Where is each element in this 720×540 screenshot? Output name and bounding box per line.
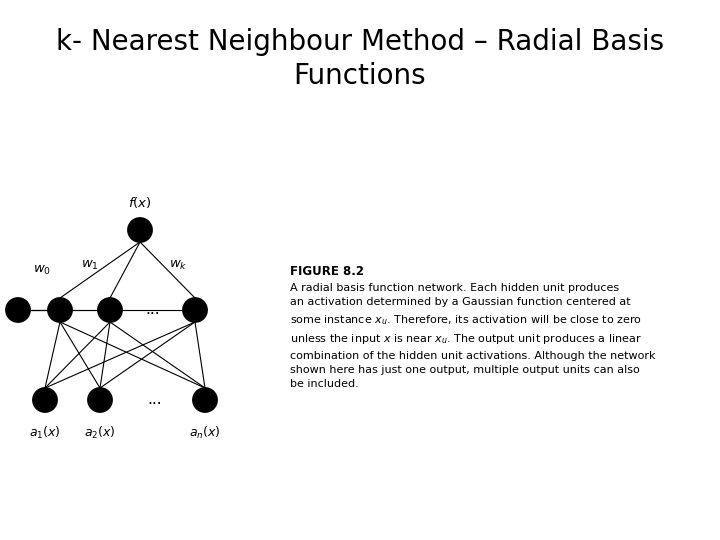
Circle shape — [98, 298, 122, 322]
Text: 1: 1 — [14, 303, 22, 316]
Circle shape — [6, 298, 30, 322]
Text: ...: ... — [148, 393, 162, 408]
Circle shape — [88, 388, 112, 412]
Text: $a_n(x)$: $a_n(x)$ — [189, 425, 221, 441]
Circle shape — [193, 388, 217, 412]
Circle shape — [183, 298, 207, 322]
Text: $a_2(x)$: $a_2(x)$ — [84, 425, 116, 441]
Text: FIGURE 8.2: FIGURE 8.2 — [290, 265, 364, 278]
Text: ...: ... — [145, 302, 161, 318]
Circle shape — [33, 388, 57, 412]
Text: $w_1$: $w_1$ — [81, 259, 99, 272]
Text: $a_1(x)$: $a_1(x)$ — [30, 425, 60, 441]
Text: A radial basis function network. Each hidden unit produces
an activation determi: A radial basis function network. Each hi… — [290, 283, 655, 389]
Text: k- Nearest Neighbour Method – Radial Basis: k- Nearest Neighbour Method – Radial Bas… — [56, 28, 664, 56]
Circle shape — [128, 218, 152, 242]
Text: $w_k$: $w_k$ — [168, 259, 187, 272]
Text: $w_0$: $w_0$ — [33, 264, 51, 276]
Text: Functions: Functions — [294, 62, 426, 90]
Circle shape — [48, 298, 72, 322]
Text: $f(x)$: $f(x)$ — [128, 195, 152, 210]
